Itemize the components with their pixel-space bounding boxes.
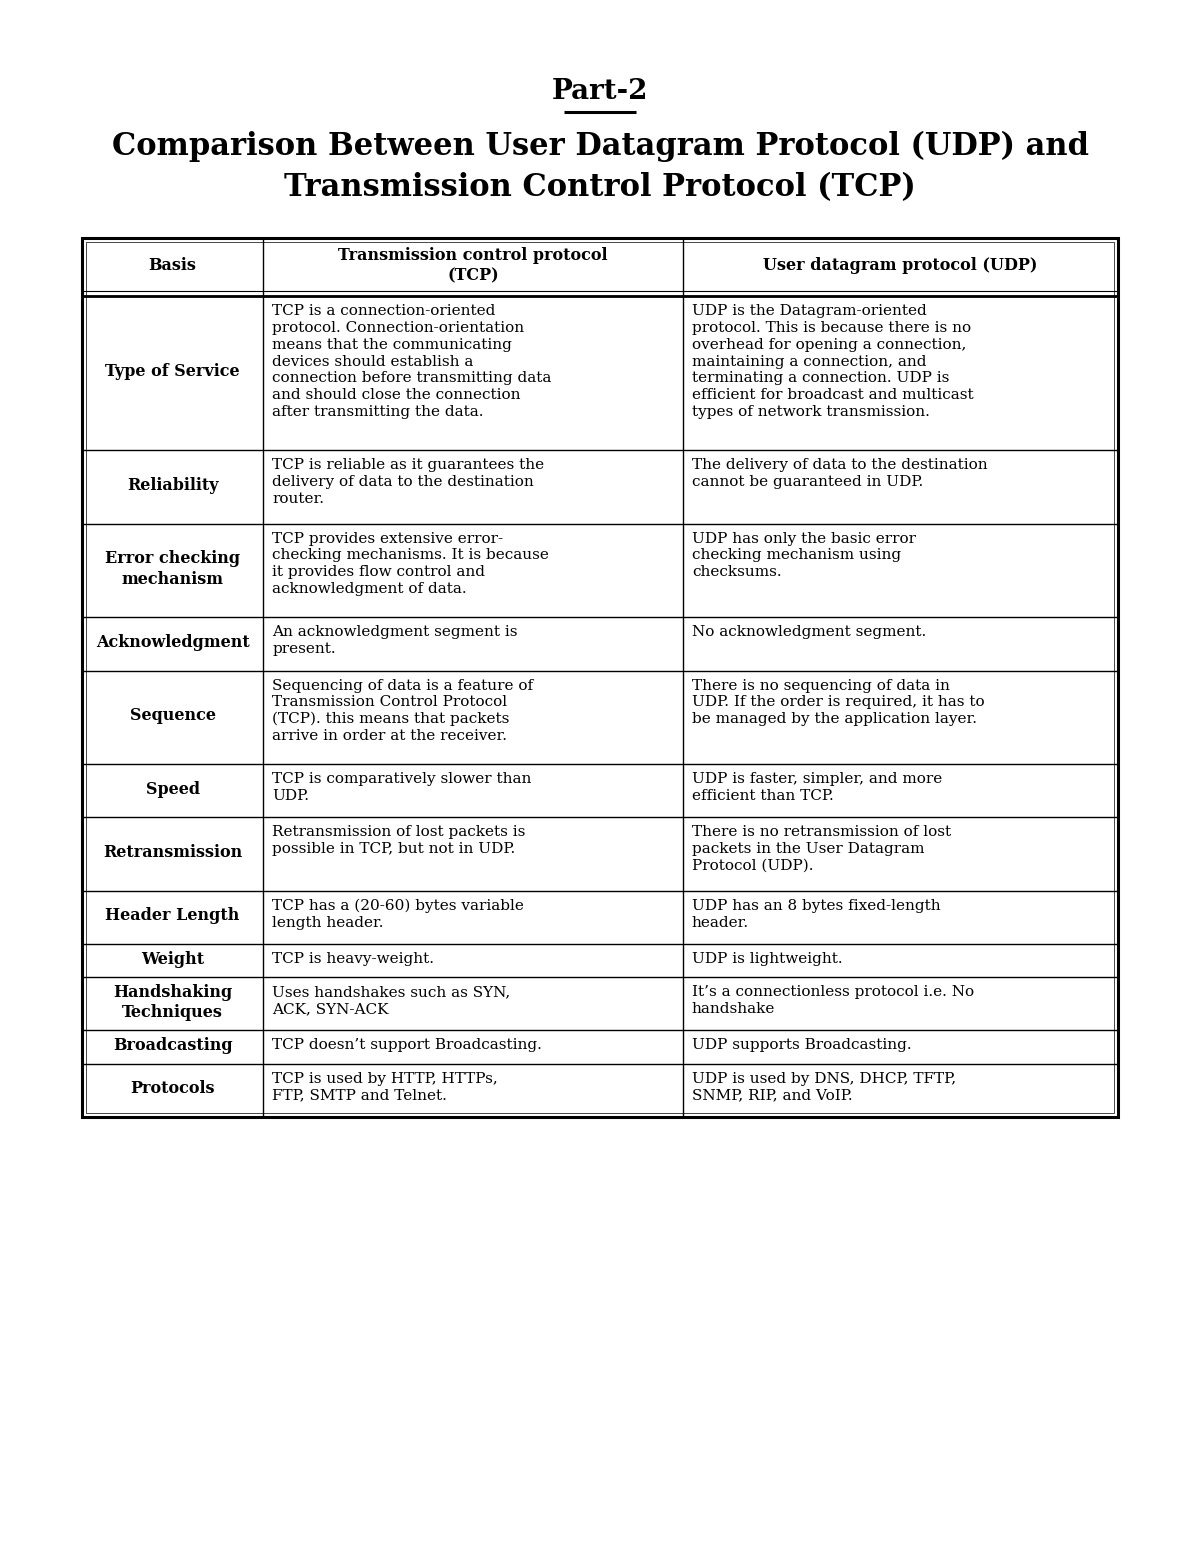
Text: UDP is faster, simpler, and more
efficient than TCP.: UDP is faster, simpler, and more efficie… (692, 772, 942, 803)
Text: TCP provides extensive error-
checking mechanisms. It is because
it provides flo: TCP provides extensive error- checking m… (272, 531, 550, 596)
Text: There is no sequencing of data in
UDP. If the order is required, it has to
be ma: There is no sequencing of data in UDP. I… (692, 679, 984, 725)
Text: TCP is used by HTTP, HTTPs,
FTP, SMTP and Telnet.: TCP is used by HTTP, HTTPs, FTP, SMTP an… (272, 1072, 498, 1103)
Text: UDP is lightweight.: UDP is lightweight. (692, 952, 842, 966)
Text: Protocols: Protocols (131, 1081, 215, 1096)
Text: TCP has a (20-60) bytes variable
length header.: TCP has a (20-60) bytes variable length … (272, 899, 524, 930)
Text: Broadcasting: Broadcasting (113, 1037, 233, 1054)
Text: Handshaking
Techniques: Handshaking Techniques (113, 983, 233, 1020)
Text: UDP has an 8 bytes fixed-length
header.: UDP has an 8 bytes fixed-length header. (692, 899, 941, 930)
Text: TCP doesn’t support Broadcasting.: TCP doesn’t support Broadcasting. (272, 1039, 542, 1053)
Text: The delivery of data to the destination
cannot be guaranteed in UDP.: The delivery of data to the destination … (692, 458, 988, 489)
Text: Comparison Between User Datagram Protocol (UDP) and
Transmission Control Protoco: Comparison Between User Datagram Protoco… (112, 130, 1088, 203)
Text: Acknowledgment: Acknowledgment (96, 634, 250, 651)
Text: An acknowledgment segment is
present.: An acknowledgment segment is present. (272, 626, 518, 655)
Text: TCP is reliable as it guarantees the
delivery of data to the destination
router.: TCP is reliable as it guarantees the del… (272, 458, 545, 506)
Text: Retransmission of lost packets is
possible in TCP, but not in UDP.: Retransmission of lost packets is possib… (272, 825, 526, 856)
Text: It’s a connectionless protocol i.e. No
handshake: It’s a connectionless protocol i.e. No h… (692, 985, 974, 1016)
Text: Transmission control protocol
(TCP): Transmission control protocol (TCP) (338, 247, 608, 284)
Text: Uses handshakes such as SYN,
ACK, SYN-ACK: Uses handshakes such as SYN, ACK, SYN-AC… (272, 985, 510, 1016)
Text: Reliability: Reliability (127, 477, 218, 494)
Text: TCP is a connection-oriented
protocol. Connection-orientation
means that the com: TCP is a connection-oriented protocol. C… (272, 304, 552, 419)
Text: UDP has only the basic error
checking mechanism using
checksums.: UDP has only the basic error checking me… (692, 531, 916, 579)
Text: Part-2: Part-2 (552, 78, 648, 106)
Text: No acknowledgment segment.: No acknowledgment segment. (692, 626, 926, 640)
Text: Header Length: Header Length (106, 907, 240, 924)
Text: Sequencing of data is a feature of
Transmission Control Protocol
(TCP). this mea: Sequencing of data is a feature of Trans… (272, 679, 534, 744)
Text: UDP is the Datagram-oriented
protocol. This is because there is no
overhead for : UDP is the Datagram-oriented protocol. T… (692, 304, 973, 419)
Text: There is no retransmission of lost
packets in the User Datagram
Protocol (UDP).: There is no retransmission of lost packe… (692, 825, 952, 873)
Text: TCP is heavy-weight.: TCP is heavy-weight. (272, 952, 434, 966)
Bar (82, 238, 1118, 1117)
Text: UDP supports Broadcasting.: UDP supports Broadcasting. (692, 1039, 912, 1053)
Text: Retransmission: Retransmission (103, 843, 242, 860)
Text: UDP is used by DNS, DHCP, TFTP,
SNMP, RIP, and VoIP.: UDP is used by DNS, DHCP, TFTP, SNMP, RI… (692, 1072, 956, 1103)
Bar (86, 242, 1114, 1114)
Text: Basis: Basis (149, 258, 197, 273)
Text: Type of Service: Type of Service (106, 363, 240, 380)
Text: Sequence: Sequence (130, 707, 216, 724)
Text: User datagram protocol (UDP): User datagram protocol (UDP) (763, 258, 1038, 273)
Text: Weight: Weight (142, 950, 204, 968)
Text: Speed: Speed (145, 781, 199, 798)
Text: Error checking
mechanism: Error checking mechanism (106, 550, 240, 587)
Text: TCP is comparatively slower than
UDP.: TCP is comparatively slower than UDP. (272, 772, 532, 803)
